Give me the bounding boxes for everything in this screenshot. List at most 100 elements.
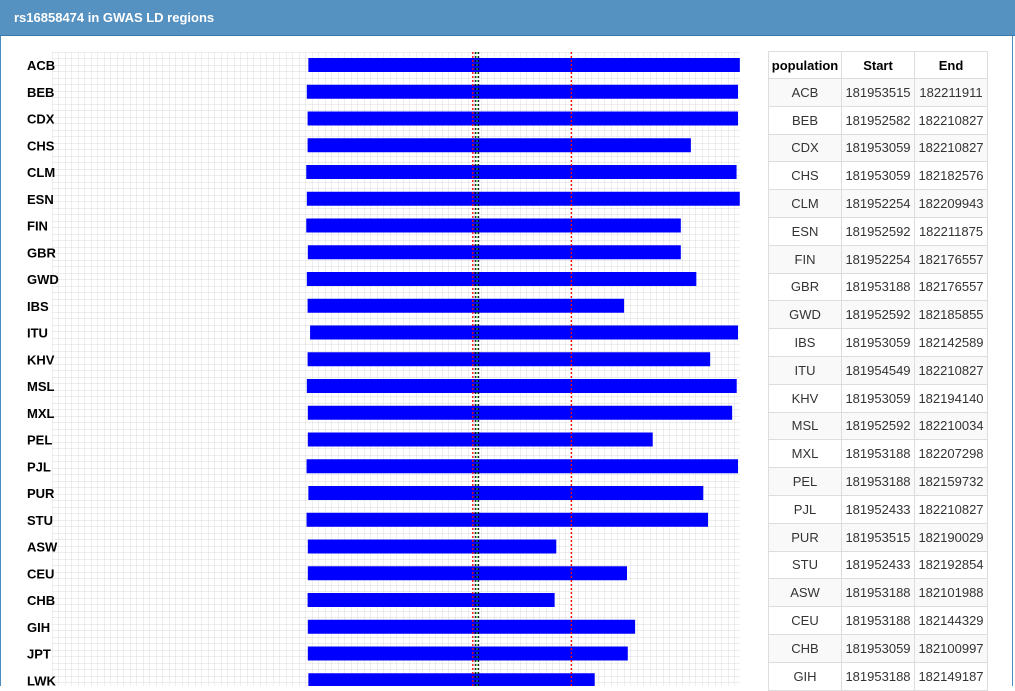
cell-end: 182210827: [914, 105, 988, 135]
cell-end: 182207298: [914, 439, 988, 469]
cell-start: 181952433: [841, 550, 915, 580]
cell-end: 182190029: [914, 522, 988, 552]
cell-start: 181953059: [841, 133, 915, 163]
cell-start: 181952592: [841, 300, 915, 330]
cell-start: 181953515: [841, 522, 915, 552]
cell-population: KHV: [768, 383, 842, 413]
cell-population: MSL: [768, 411, 842, 441]
population-label: ACB: [27, 58, 55, 73]
table-row: CDX 181953059 182210827: [768, 133, 988, 163]
ld-bar-chs[interactable]: [307, 138, 691, 153]
cell-end: 182209943: [914, 189, 988, 218]
cell-population: ACB: [768, 78, 842, 107]
ld-bar-gih[interactable]: [307, 619, 636, 634]
population-label: GIH: [27, 620, 50, 635]
ld-bar-gbr[interactable]: [307, 245, 681, 260]
population-label: ASW: [27, 540, 58, 555]
cell-start: 181953059: [841, 383, 915, 413]
cell-start: 181953188: [841, 467, 915, 496]
ld-bar-pjl[interactable]: [306, 459, 739, 474]
population-label: GWD: [27, 272, 59, 287]
ld-bar-pur[interactable]: [308, 486, 704, 500]
ld-bar-ibs[interactable]: [307, 298, 625, 313]
table-row: ITU 181954549 182210827: [768, 355, 988, 385]
ld-bar-itu[interactable]: [310, 325, 739, 340]
population-label: ITU: [27, 326, 48, 341]
ld-bar-esn[interactable]: [306, 191, 740, 206]
ld-bar-khv[interactable]: [307, 352, 711, 367]
ld-region-chart: ACB BEB CDX CHS CLM ESN FIN GBR GWD IBS ITU KHV MSL M…: [27, 52, 740, 686]
cell-end: 182142589: [914, 328, 988, 357]
cell-population: IBS: [768, 328, 842, 357]
cell-population: ASW: [768, 578, 842, 608]
ld-bar-beb[interactable]: [306, 84, 739, 99]
population-label: CHB: [27, 593, 55, 608]
ld-bar-pel[interactable]: [307, 432, 653, 447]
ld-bar-fin[interactable]: [306, 218, 681, 233]
ld-bar-stu[interactable]: [306, 512, 709, 527]
ld-bar-lwk[interactable]: [308, 673, 595, 686]
table-row: MSL 181952592 182210034: [768, 411, 988, 441]
ld-bar-mxl[interactable]: [307, 405, 733, 420]
cell-population: GWD: [768, 300, 842, 330]
ld-bar-clm[interactable]: [306, 165, 737, 179]
table-row: ACB 181953515 182211911: [768, 78, 988, 107]
table-row: GWD 181952592 182185855: [768, 300, 988, 330]
cell-start: 181952592: [841, 411, 915, 441]
population-label: CLM: [27, 165, 55, 180]
col-population-header[interactable]: population: [768, 51, 842, 79]
population-label: PEL: [27, 433, 52, 448]
cell-start: 181952254: [841, 189, 915, 218]
cell-end: 182100997: [914, 633, 988, 663]
population-label: IBS: [27, 299, 49, 314]
ld-bar-msl[interactable]: [306, 379, 737, 393]
cell-population: PUR: [768, 522, 842, 552]
col-start-header[interactable]: Start: [841, 51, 915, 79]
cell-end: 182176557: [914, 272, 988, 302]
population-label: PJL: [27, 459, 51, 474]
col-end-header[interactable]: End: [914, 51, 988, 79]
cell-start: 181953188: [841, 606, 915, 635]
cell-end: 182159732: [914, 467, 988, 496]
cell-start: 181954549: [841, 355, 915, 385]
cell-population: STU: [768, 550, 842, 580]
cell-end: 182192854: [914, 550, 988, 580]
population-label: KHV: [27, 352, 55, 367]
ld-bar-ceu[interactable]: [307, 566, 627, 581]
ld-bar-jpt[interactable]: [307, 646, 628, 661]
cell-population: FIN: [768, 244, 842, 274]
cell-start: 181953515: [841, 78, 915, 107]
cell-start: 181952433: [841, 494, 915, 524]
population-label: CDX: [27, 112, 55, 127]
ld-bar-chb[interactable]: [307, 593, 555, 607]
ld-bar-acb[interactable]: [308, 58, 740, 72]
cell-population: GBR: [768, 272, 842, 302]
cell-end: 182211911: [914, 78, 988, 107]
population-label: MSL: [27, 379, 55, 394]
cell-end: 182210827: [914, 494, 988, 524]
population-label: STU: [27, 513, 53, 528]
cell-start: 181953059: [841, 161, 915, 191]
cell-population: PEL: [768, 467, 842, 496]
population-label: BEB: [27, 85, 54, 100]
table-row: FIN 181952254 182176557: [768, 244, 988, 274]
table-row: GBR 181953188 182176557: [768, 272, 988, 302]
panel-title: rs16858474 in GWAS LD regions: [14, 10, 215, 25]
population-label: MXL: [27, 406, 55, 421]
table-header-row: population Start End: [768, 51, 988, 79]
ld-bar-cdx[interactable]: [307, 111, 739, 126]
cell-population: CHB: [768, 633, 842, 663]
ld-bar-gwd[interactable]: [306, 272, 697, 286]
table-row: PEL 181953188 182159732: [768, 467, 988, 496]
cell-end: 182101988: [914, 578, 988, 608]
table-row: CLM 181952254 182209943: [768, 189, 988, 218]
cell-start: 181953188: [841, 272, 915, 302]
cell-population: CLM: [768, 189, 842, 218]
cell-end: 182176557: [914, 244, 988, 274]
cell-start: 181953188: [841, 439, 915, 469]
ld-bar-asw[interactable]: [307, 539, 557, 554]
cell-start: 181953059: [841, 633, 915, 663]
cell-end: 182185855: [914, 300, 988, 330]
panel-heading: rs16858474 in GWAS LD regions: [0, 0, 1015, 36]
cell-end: 182211875: [914, 216, 988, 246]
